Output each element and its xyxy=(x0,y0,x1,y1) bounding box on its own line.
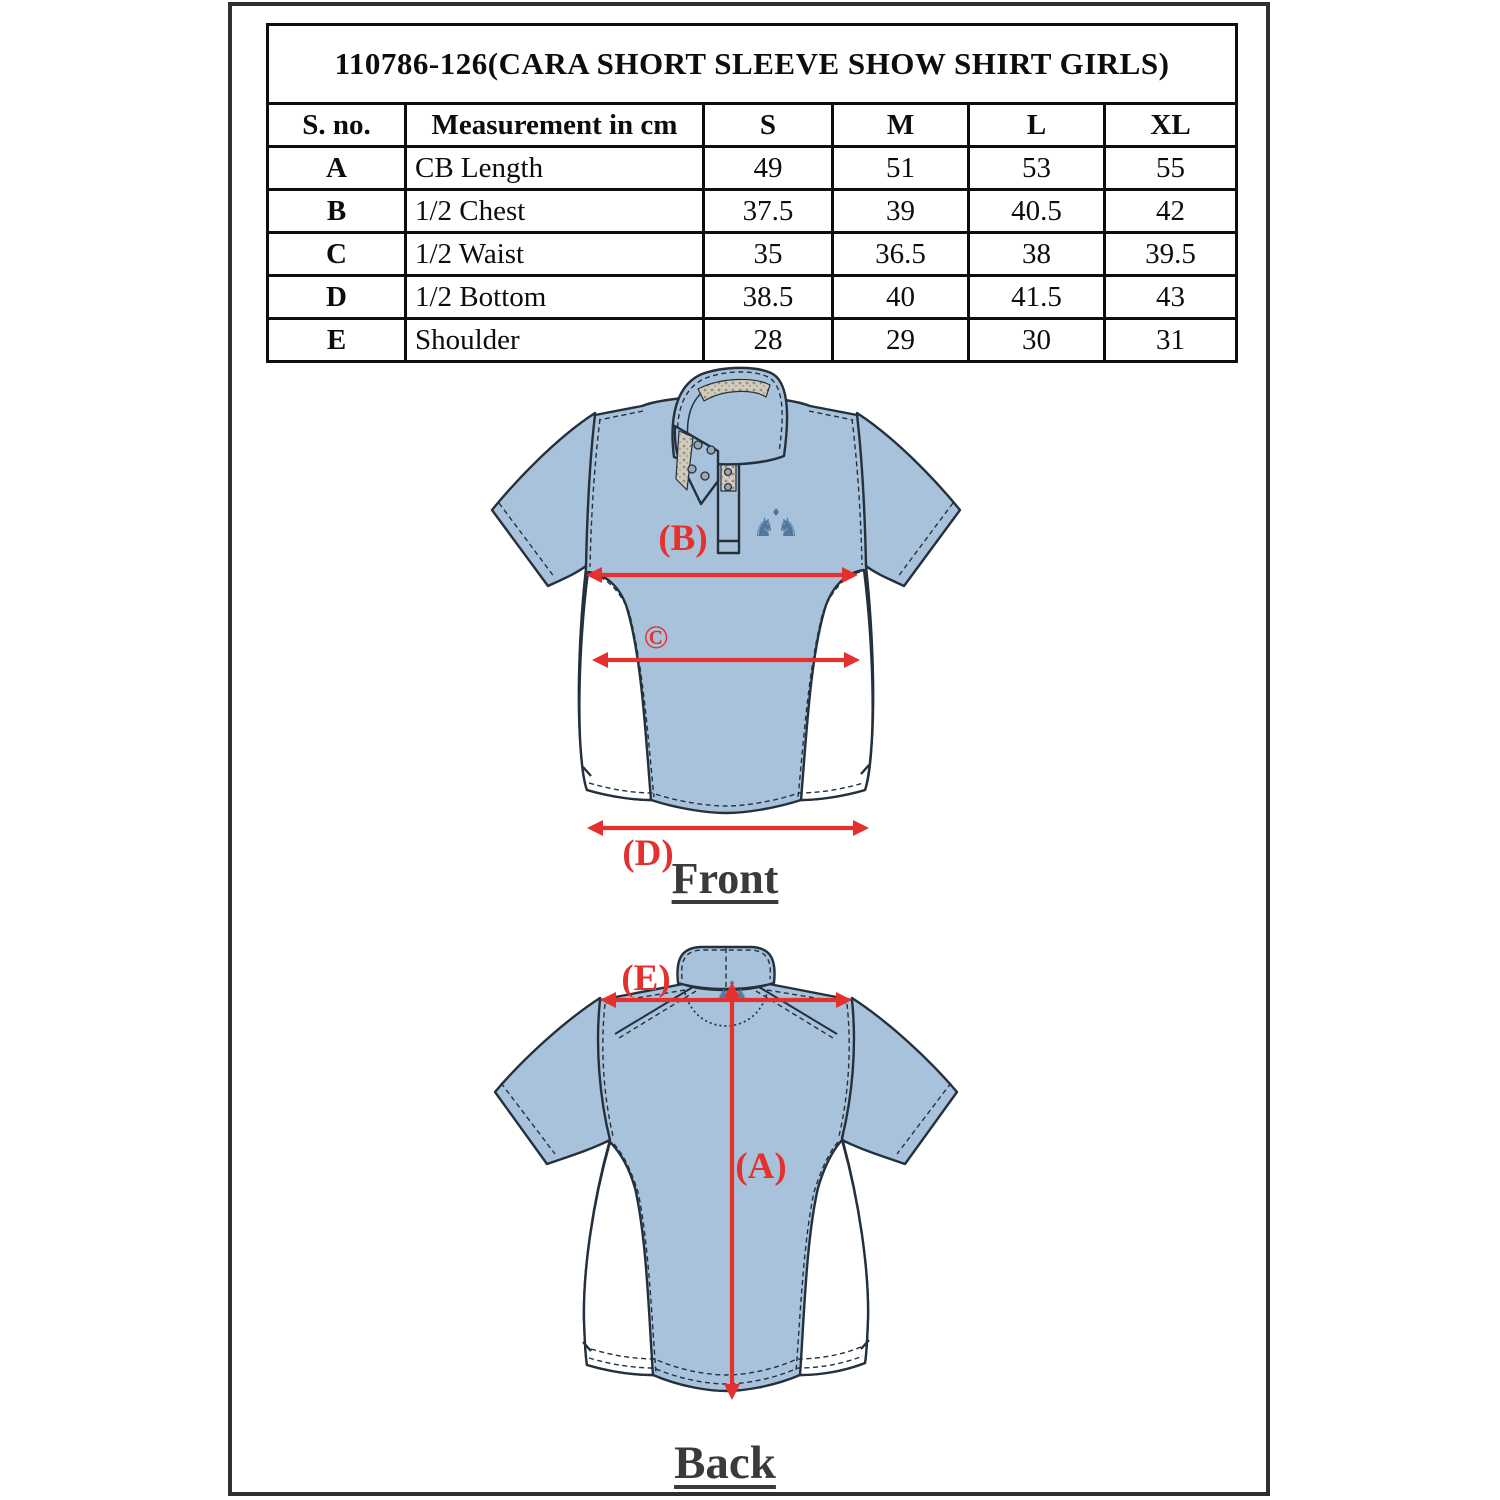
measurement-name: 1/2 Chest xyxy=(404,188,705,234)
value-m: 40 xyxy=(831,274,970,320)
collar-sequin-trim xyxy=(697,378,771,402)
value-m: 39 xyxy=(831,188,970,234)
header-size-s: S xyxy=(702,102,834,148)
back-left-side-panel xyxy=(582,1140,655,1377)
value-s: 49 xyxy=(702,145,834,191)
value-xl: 42 xyxy=(1102,188,1239,234)
value-m: 51 xyxy=(831,145,970,191)
value-xl: 55 xyxy=(1102,145,1239,191)
value-s: 37.5 xyxy=(702,188,834,234)
value-m: 36.5 xyxy=(831,231,970,277)
snap-buttons xyxy=(687,440,733,492)
header-size-xl: XL xyxy=(1102,102,1239,148)
row-letter: D xyxy=(266,274,407,320)
value-xl: 31 xyxy=(1102,317,1239,363)
front-caption: Front xyxy=(671,854,779,903)
row-letter: C xyxy=(266,231,407,277)
back-shirt: ♞ ♞ ♦ xyxy=(493,945,959,1393)
value-xl: 43 xyxy=(1102,274,1239,320)
table-title: 110786-126(CARA SHORT SLEEVE SHOW SHIRT … xyxy=(265,23,1239,105)
measurement-name: 1/2 Waist xyxy=(404,231,705,277)
measurement-name: CB Length xyxy=(404,145,705,191)
value-l: 41.5 xyxy=(967,274,1106,320)
row-letter: B xyxy=(266,188,407,234)
front-shirt: ♞ ♞ ♦ xyxy=(490,366,962,815)
value-l: 38 xyxy=(967,231,1106,277)
value-s: 35 xyxy=(702,231,834,277)
value-l: 40.5 xyxy=(967,188,1106,234)
front-left-sleeve xyxy=(490,411,597,588)
front-right-side-panel xyxy=(799,568,874,802)
table-header-row: S. no. Measurement in cm S M L XL xyxy=(266,102,1239,148)
size-chart-table: 110786-126(CARA SHORT SLEEVE SHOW SHIRT … xyxy=(265,23,1239,363)
label-B: (B) xyxy=(658,518,707,559)
table-title-row: 110786-126(CARA SHORT SLEEVE SHOW SHIRT … xyxy=(265,23,1239,105)
back-caption: Back xyxy=(674,1437,776,1489)
header-size-m: M xyxy=(831,102,970,148)
header-size-l: L xyxy=(967,102,1106,148)
back-right-side-panel xyxy=(798,1138,870,1377)
value-l: 30 xyxy=(967,317,1106,363)
row-letter: E xyxy=(266,317,407,363)
row-letter: A xyxy=(266,145,407,191)
back-right-sleeve xyxy=(840,996,959,1166)
label-C: © xyxy=(644,620,669,656)
logo-horse-right-icon: ♞ xyxy=(777,513,799,542)
flap-sequin-trim xyxy=(675,430,694,491)
table-row: A CB Length 49 51 53 55 xyxy=(266,145,1239,191)
value-m: 29 xyxy=(831,317,970,363)
header-measurement: Measurement in cm xyxy=(404,102,705,148)
table-row: E Shoulder 28 29 30 31 xyxy=(266,317,1239,363)
value-l: 53 xyxy=(967,145,1106,191)
brand-logo: ♞ ♞ ♦ xyxy=(753,506,799,542)
value-s: 28 xyxy=(702,317,834,363)
value-s: 38.5 xyxy=(702,274,834,320)
logo-horse-left-icon: ♞ xyxy=(753,513,775,542)
value-xl: 39.5 xyxy=(1102,231,1239,277)
label-A: (A) xyxy=(735,1146,786,1187)
measurement-name: 1/2 Bottom xyxy=(404,274,705,320)
back-measure-arrows xyxy=(600,982,852,1400)
table-row: B 1/2 Chest 37.5 39 40.5 42 xyxy=(266,188,1239,234)
front-right-sleeve xyxy=(855,411,962,588)
table-row: D 1/2 Bottom 38.5 40 41.5 43 xyxy=(266,274,1239,320)
label-E: (E) xyxy=(621,958,670,999)
measurement-name: Shoulder xyxy=(404,317,705,363)
back-left-sleeve xyxy=(493,996,612,1166)
front-measure-arrows xyxy=(586,567,869,836)
back-view-drawing: ♞ ♞ ♦ (E) (A) xyxy=(493,945,959,1400)
label-D: (D) xyxy=(622,833,673,874)
front-view-drawing: ♞ ♞ ♦ (B) © (D) xyxy=(490,366,962,874)
table-row: C 1/2 Waist 35 36.5 38 39.5 xyxy=(266,231,1239,277)
logo-diamond-icon: ♦ xyxy=(771,506,781,519)
header-sno: S. no. xyxy=(266,102,407,148)
